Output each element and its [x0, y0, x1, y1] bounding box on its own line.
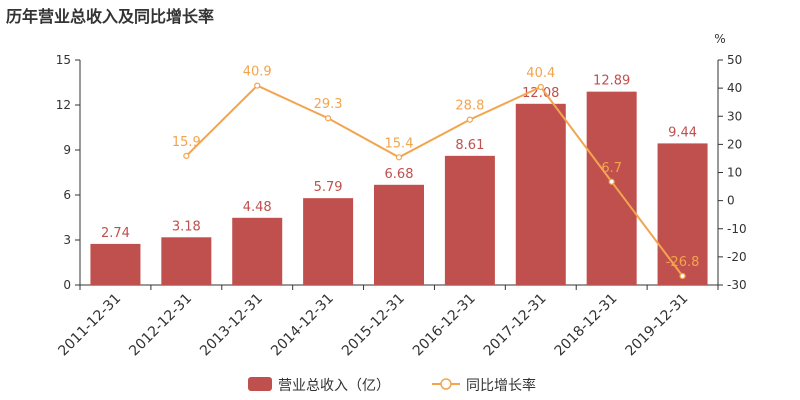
growth-value-label: -26.8: [666, 255, 700, 270]
bar-value-label: 4.48: [243, 200, 272, 215]
legend-line-marker: [440, 378, 452, 390]
bar: [90, 243, 141, 285]
bar-value-label: 3.18: [172, 219, 201, 234]
x-tick-label: 2015-12-31: [339, 291, 408, 360]
growth-value-label: 40.4: [526, 66, 555, 81]
growth-value-label: 29.3: [314, 97, 343, 112]
chart-title: 历年营业总收入及同比增长率: [6, 7, 215, 26]
growth-value-label: 15.4: [385, 136, 414, 151]
growth-point: [395, 154, 403, 161]
x-tick-label: 2018-12-31: [552, 291, 621, 360]
bar-value-label: 6.68: [385, 167, 414, 182]
bar-value-label: 5.79: [314, 180, 343, 195]
x-tick-label: 2017-12-31: [481, 291, 550, 360]
x-tick-label: 2012-12-31: [126, 291, 195, 360]
growth-value-label: 40.9: [243, 65, 272, 80]
y-left-tick-label: 9: [63, 143, 71, 157]
y-right-tick-label: -10: [727, 222, 747, 236]
y-left-tick-label: 12: [56, 98, 71, 112]
growth-point: [537, 83, 544, 91]
bar: [303, 198, 354, 285]
x-tick-label: 2013-12-31: [197, 291, 266, 360]
x-tick-label: 2011-12-31: [55, 291, 124, 360]
y-left-tick-label: 6: [63, 188, 71, 202]
bar-value-label: 8.61: [455, 138, 484, 153]
growth-value-label: 6.7: [601, 161, 622, 176]
bar-value-label: 9.44: [668, 125, 697, 140]
y-right-unit: %: [714, 32, 725, 46]
bar-value-label: 12.08: [522, 86, 559, 101]
y-right-tick-label: 40: [727, 81, 742, 95]
growth-point: [679, 272, 686, 280]
bar: [444, 155, 495, 285]
y-left-tick-label: 15: [56, 53, 71, 67]
legend-bar-label: 营业总收入（亿）: [278, 378, 390, 394]
y-right-tick-label: 30: [727, 109, 742, 123]
bar: [374, 184, 424, 285]
growth-point: [608, 178, 615, 185]
growth-point: [325, 115, 332, 122]
growth-value-label: 28.8: [455, 99, 484, 114]
bar: [515, 103, 566, 285]
y-right-tick-label: -30: [727, 278, 747, 292]
bar: [161, 237, 212, 285]
y-left-tick-label: 3: [63, 233, 71, 247]
y-left-tick-label: 0: [63, 278, 71, 292]
x-tick-label: 2016-12-31: [410, 291, 479, 360]
y-right-tick-label: 20: [727, 137, 742, 151]
legend-bar-swatch: [248, 377, 272, 391]
growth-point: [466, 116, 473, 123]
y-right-tick-label: 50: [727, 53, 742, 67]
bar: [657, 143, 708, 285]
growth-point: [254, 82, 261, 89]
bar-value-label: 2.74: [101, 226, 130, 241]
growth-point: [183, 152, 190, 160]
x-tick-label: 2014-12-31: [268, 291, 337, 360]
growth-line: [185, 84, 684, 277]
y-right-tick-label: 0: [727, 194, 735, 208]
bar: [586, 91, 637, 286]
bar: [232, 217, 283, 285]
legend-line-label: 同比增长率: [466, 377, 536, 394]
y-right-tick-label: 10: [727, 166, 742, 180]
x-tick-label: 2019-12-31: [623, 291, 692, 360]
y-right-tick-label: -20: [727, 250, 747, 264]
bar-value-label: 12.89: [593, 74, 630, 89]
growth-value-label: 15.9: [172, 135, 201, 150]
